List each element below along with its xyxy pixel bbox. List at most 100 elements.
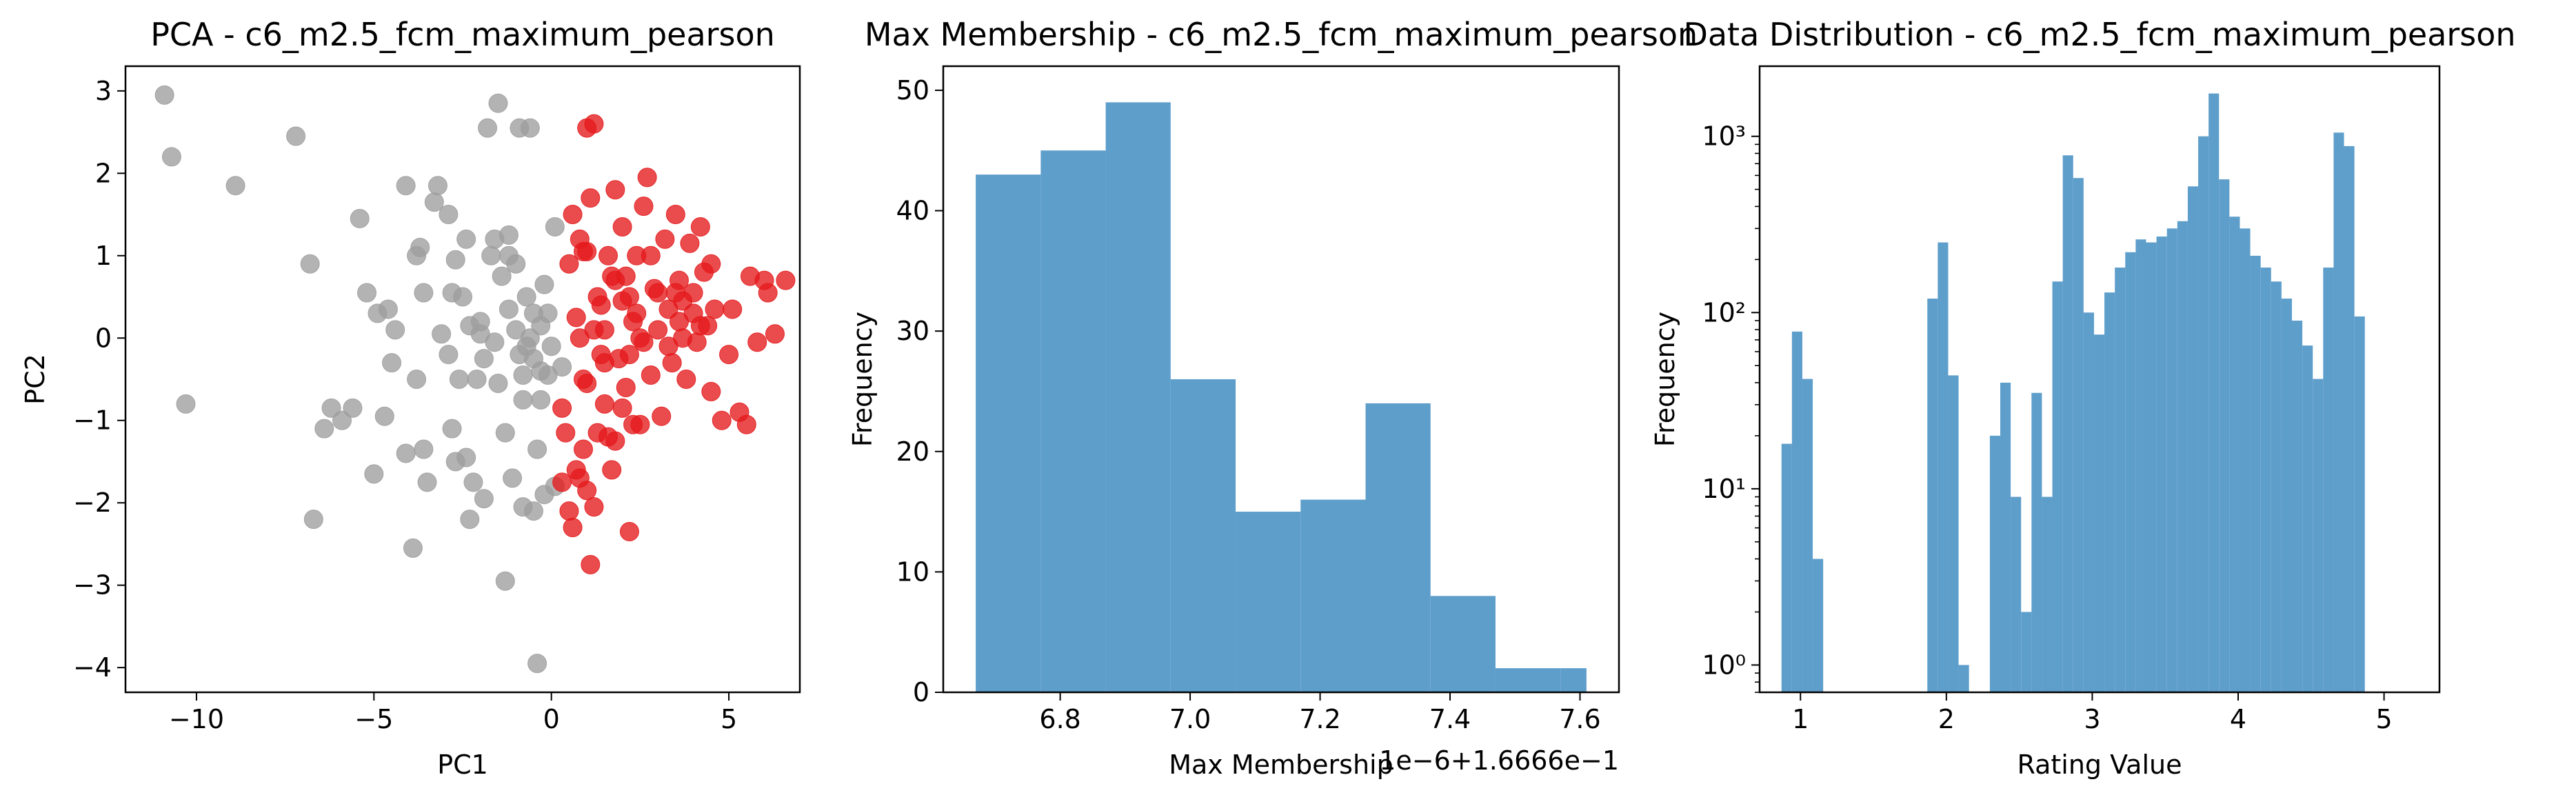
pca-y-tick-label: −4 bbox=[73, 652, 112, 683]
pca-point bbox=[506, 320, 526, 340]
pca-point bbox=[382, 353, 402, 373]
pca-point bbox=[427, 176, 447, 196]
pca-point bbox=[410, 237, 430, 257]
pca-point bbox=[723, 299, 743, 319]
distribution-bar bbox=[2146, 242, 2157, 692]
membership-panel: 6.8 7.0 7.2 7.4 7.6 0 10 20 30 40 50 Max Membersh… bbox=[847, 16, 1698, 780]
pca-point bbox=[612, 291, 632, 311]
distribution-bar bbox=[2177, 221, 2188, 692]
pca-point bbox=[584, 497, 604, 517]
pca-point bbox=[449, 370, 469, 389]
pca-x-tick-label: 5 bbox=[721, 704, 737, 734]
membership-x-tick-label: 7.4 bbox=[1429, 704, 1471, 734]
pca-point bbox=[460, 510, 480, 530]
pca-point bbox=[641, 365, 661, 385]
pca-point bbox=[499, 299, 519, 319]
pca-point bbox=[563, 518, 583, 538]
distribution-x-ticks: 1 2 3 4 5 bbox=[1792, 692, 2393, 734]
pca-point bbox=[559, 254, 579, 274]
pca-point bbox=[396, 443, 416, 463]
pca-point bbox=[478, 118, 498, 138]
pca-point bbox=[563, 205, 583, 225]
pca-point bbox=[303, 510, 323, 530]
pca-point bbox=[516, 287, 536, 307]
pca-point bbox=[705, 299, 725, 319]
distribution-x-tick-label: 2 bbox=[1938, 704, 1955, 734]
pca-point bbox=[343, 398, 363, 418]
pca-point bbox=[161, 147, 181, 167]
distribution-bar bbox=[2125, 252, 2136, 692]
pca-point bbox=[439, 205, 459, 225]
pca-point bbox=[510, 118, 530, 138]
distribution-bar bbox=[2052, 281, 2063, 692]
pca-point bbox=[619, 345, 639, 365]
distribution-y-axis-label: Frequency bbox=[1650, 312, 1680, 447]
pca-point bbox=[474, 489, 494, 509]
pca-point bbox=[594, 353, 614, 373]
membership-bar bbox=[1560, 668, 1587, 692]
pca-point bbox=[445, 452, 465, 472]
distribution-bar bbox=[2198, 136, 2209, 693]
pca-point bbox=[701, 254, 721, 274]
pca-title: PCA - c6_m2.5_fcm_maximum_pearson bbox=[150, 16, 775, 53]
pca-point bbox=[470, 324, 490, 344]
pca-point bbox=[683, 283, 703, 303]
pca-points bbox=[154, 85, 796, 674]
membership-bar bbox=[1236, 512, 1301, 692]
membership-y-tick-label: 20 bbox=[896, 436, 929, 467]
distribution-bar bbox=[2104, 292, 2115, 692]
pca-point bbox=[630, 328, 650, 348]
pca-point bbox=[488, 93, 508, 113]
distribution-bar bbox=[2260, 268, 2271, 692]
membership-x-tick-label: 7.6 bbox=[1559, 704, 1600, 734]
pca-point bbox=[513, 390, 533, 410]
pca-x-tick-label: −5 bbox=[354, 704, 393, 734]
membership-y-tick-label: 30 bbox=[896, 316, 929, 346]
distribution-bar bbox=[2250, 255, 2261, 692]
distribution-bar bbox=[2219, 179, 2230, 692]
pca-point bbox=[545, 217, 565, 237]
pca-point bbox=[584, 320, 604, 340]
pca-point bbox=[687, 332, 707, 352]
distribution-bar bbox=[2093, 334, 2105, 692]
membership-plot-frame bbox=[942, 65, 1620, 694]
pca-point bbox=[495, 571, 515, 591]
pca-point bbox=[154, 85, 174, 105]
distribution-bar bbox=[2000, 382, 2011, 692]
distribution-x-tick-label: 5 bbox=[2376, 704, 2393, 734]
pca-plot-frame bbox=[124, 65, 801, 694]
pca-point bbox=[690, 316, 710, 336]
pca-point bbox=[591, 295, 611, 315]
distribution-plot-frame bbox=[1758, 65, 2441, 694]
distribution-bar bbox=[2208, 93, 2220, 692]
pca-point bbox=[531, 361, 551, 381]
pca-point bbox=[776, 270, 796, 290]
distribution-bar bbox=[2281, 299, 2292, 692]
pca-point bbox=[623, 414, 643, 434]
pca-point bbox=[701, 381, 721, 401]
distribution-bar bbox=[2229, 217, 2240, 692]
distribution-bar bbox=[2083, 312, 2094, 692]
distribution-y-tick-label: 10⁰ bbox=[1702, 650, 1746, 680]
distribution-bar bbox=[1791, 331, 1802, 692]
membership-bar bbox=[1105, 102, 1171, 692]
pca-point bbox=[758, 283, 778, 303]
membership-bar bbox=[1430, 596, 1496, 692]
pca-point bbox=[321, 398, 341, 418]
pca-y-tick-label: 3 bbox=[95, 76, 112, 106]
pca-point bbox=[712, 410, 732, 430]
pca-point bbox=[492, 266, 512, 286]
pca-point bbox=[574, 439, 594, 459]
pca-point bbox=[225, 176, 245, 196]
pca-point bbox=[527, 439, 547, 459]
pca-point bbox=[605, 180, 625, 200]
distribution-bar bbox=[1813, 559, 1824, 692]
pca-point bbox=[602, 460, 622, 480]
pca-point bbox=[765, 324, 785, 344]
membership-y-tick-label: 40 bbox=[896, 196, 929, 226]
membership-bar bbox=[976, 174, 1041, 693]
membership-bar bbox=[1365, 403, 1431, 692]
pca-point bbox=[634, 197, 654, 217]
distribution-x-tick-label: 3 bbox=[2084, 704, 2100, 734]
membership-x-tick-label: 7.0 bbox=[1169, 704, 1211, 734]
